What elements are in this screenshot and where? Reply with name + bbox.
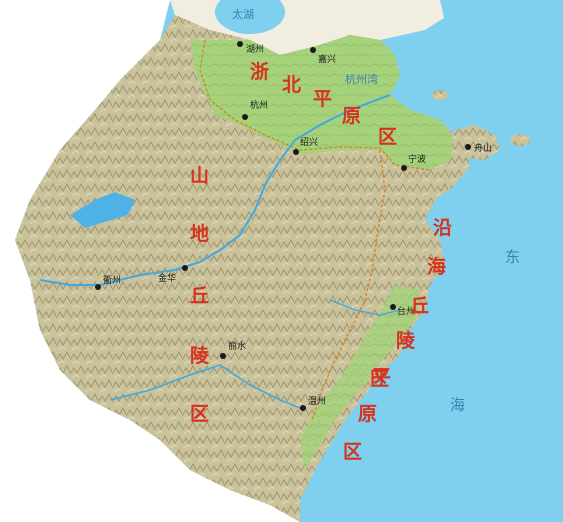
city-jinhua: 金华 [158,265,188,284]
city-zhoushan: 舟山 [465,142,492,154]
north-plain-area [190,35,455,170]
north-plain-char-4: 原 [342,105,361,127]
mountain-char-3: 丘 [190,285,209,307]
mountain-char-1: 山 [190,165,209,187]
mountain-char-2: 地 [190,222,209,245]
city-label: 金华 [158,272,176,284]
city-quzhou: 衢州 [95,274,121,290]
city-label: 绍兴 [300,136,318,148]
boundary-north-plain [199,39,431,171]
city-lishui: 丽水 [220,340,246,359]
coastal-hills-char-3: 丘 [410,295,429,317]
city-ningbo: 宁波 [401,153,426,171]
city-label: 宁波 [408,153,426,165]
city-label: 湖州 [246,44,264,55]
hangzhou-bay-label: 杭州湾 [345,72,378,86]
east-sea-label-1: 东 [505,248,520,266]
taihu-label: 太湖 [232,8,254,21]
city-huzhou: 湖州 [237,41,264,55]
coastal-hills-char-5: 区 [370,368,389,390]
city-label: 舟山 [474,142,492,154]
north-plain-char-5: 区 [378,126,397,148]
coastal-plain-char-2: 原 [358,403,377,425]
city-jiaxing: 嘉兴 [310,47,336,65]
city-label: 温州 [308,396,326,407]
coastal-hills-char-4: 陵 [396,329,416,352]
outside-land-west [0,0,300,522]
lingjiang-river [329,299,401,316]
city-label: 杭州 [250,99,268,111]
city-label: 台州 [397,305,415,317]
boundary-coastal [311,149,386,421]
oujiang-river [109,364,306,411]
city-label: 衢州 [103,274,121,286]
north-plain-char-1: 浙 [250,60,269,83]
mountain-char-4: 陵 [190,344,210,367]
coastal-plain-char-3: 区 [343,441,362,463]
city-hangzhou: 杭州 [242,99,268,120]
city-taizhou: 台州 [390,304,415,317]
zhoushan-islands [452,125,500,160]
coastal-hills-char-2: 海 [427,255,446,278]
city-label: 丽水 [228,340,246,352]
island-small-2 [432,90,448,100]
coastal-hills-char-1: 沿 [433,217,452,239]
east-sea-label-2: 海 [450,396,465,414]
city-label: 嘉兴 [318,53,336,65]
qiantang-river [39,94,391,286]
coastal-plain-char-1: 平 [372,366,391,388]
island-small-1 [510,134,530,146]
north-plain-char-3: 平 [313,88,332,110]
mountain-char-5: 区 [190,403,209,425]
north-plain-char-2: 北 [282,74,301,96]
taihu-lake [215,0,285,34]
coastal-plain-area [300,285,420,470]
city-shaoxing: 绍兴 [293,136,318,155]
qiandao-lake [70,192,135,228]
city-wenzhou: 温州 [300,396,326,411]
